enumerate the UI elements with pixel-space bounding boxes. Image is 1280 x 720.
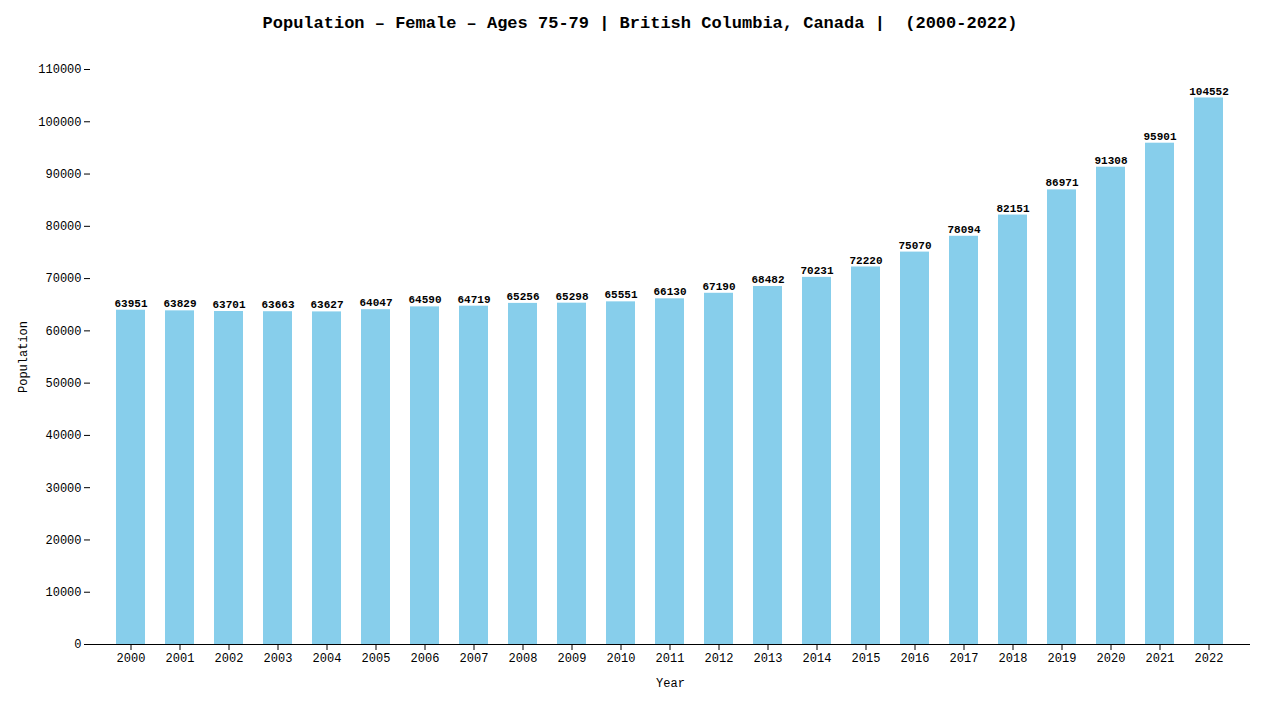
- svg-text:30000: 30000: [45, 482, 81, 496]
- svg-text:75070: 75070: [898, 240, 931, 252]
- svg-text:2017: 2017: [950, 652, 979, 666]
- svg-text:2008: 2008: [509, 652, 538, 666]
- svg-text:2009: 2009: [558, 652, 587, 666]
- svg-text:2013: 2013: [754, 652, 783, 666]
- svg-text:110000: 110000: [38, 63, 81, 77]
- svg-text:40000: 40000: [45, 429, 81, 443]
- svg-text:2001: 2001: [166, 652, 195, 666]
- svg-text:2022: 2022: [1195, 652, 1224, 666]
- svg-text:2005: 2005: [362, 652, 391, 666]
- svg-text:65551: 65551: [604, 289, 637, 301]
- svg-text:63701: 63701: [212, 299, 245, 311]
- svg-text:2018: 2018: [999, 652, 1028, 666]
- svg-text:0: 0: [74, 638, 81, 652]
- svg-text:65256: 65256: [506, 291, 539, 303]
- svg-text:2021: 2021: [1146, 652, 1175, 666]
- svg-text:2004: 2004: [313, 652, 342, 666]
- svg-text:20000: 20000: [45, 534, 81, 548]
- svg-text:2014: 2014: [803, 652, 832, 666]
- svg-text:2010: 2010: [607, 652, 636, 666]
- svg-text:70231: 70231: [800, 265, 833, 277]
- svg-text:70000: 70000: [45, 272, 81, 286]
- svg-text:50000: 50000: [45, 377, 81, 391]
- svg-text:2006: 2006: [411, 652, 440, 666]
- html-text:Population – Female – Ages 75-: Population – Female – Ages 75-79 | Briti…: [262, 14, 1018, 33]
- svg-text:2015: 2015: [852, 652, 881, 666]
- svg-text:2020: 2020: [1097, 652, 1126, 666]
- svg-text:104552: 104552: [1189, 85, 1229, 97]
- svg-text:86971: 86971: [1045, 177, 1078, 189]
- svg-text:90000: 90000: [45, 168, 81, 182]
- svg-text:72220: 72220: [849, 255, 882, 267]
- svg-text:91308: 91308: [1094, 155, 1127, 167]
- svg-text:63951: 63951: [114, 298, 147, 310]
- svg-text:63627: 63627: [310, 299, 343, 311]
- svg-text:2011: 2011: [656, 652, 685, 666]
- svg-text:2007: 2007: [460, 652, 489, 666]
- svg-text:2019: 2019: [1048, 652, 1077, 666]
- svg-text:63829: 63829: [163, 298, 196, 310]
- svg-text:Population: Population: [17, 321, 31, 393]
- svg-text:80000: 80000: [45, 220, 81, 234]
- svg-text:82151: 82151: [996, 203, 1029, 215]
- svg-text:68482: 68482: [751, 274, 784, 286]
- svg-text:64719: 64719: [457, 294, 490, 306]
- svg-text:60000: 60000: [45, 325, 81, 339]
- svg-text:10000: 10000: [45, 586, 81, 600]
- svg-text:64047: 64047: [359, 297, 392, 309]
- svg-text:67190: 67190: [702, 281, 735, 293]
- svg-text:64590: 64590: [408, 294, 441, 306]
- svg-text:2016: 2016: [901, 652, 930, 666]
- svg-text:66130: 66130: [653, 286, 686, 298]
- svg-text:95901: 95901: [1143, 131, 1176, 143]
- svg-text:63663: 63663: [261, 299, 294, 311]
- svg-text:65298: 65298: [555, 291, 588, 303]
- svg-text:2000: 2000: [117, 652, 146, 666]
- svg-text:2012: 2012: [705, 652, 734, 666]
- svg-text:100000: 100000: [38, 116, 81, 130]
- svg-text:2002: 2002: [215, 652, 244, 666]
- svg-text:78094: 78094: [947, 224, 980, 236]
- svg-text:2003: 2003: [264, 652, 293, 666]
- svg-text:Year: Year: [656, 677, 685, 691]
